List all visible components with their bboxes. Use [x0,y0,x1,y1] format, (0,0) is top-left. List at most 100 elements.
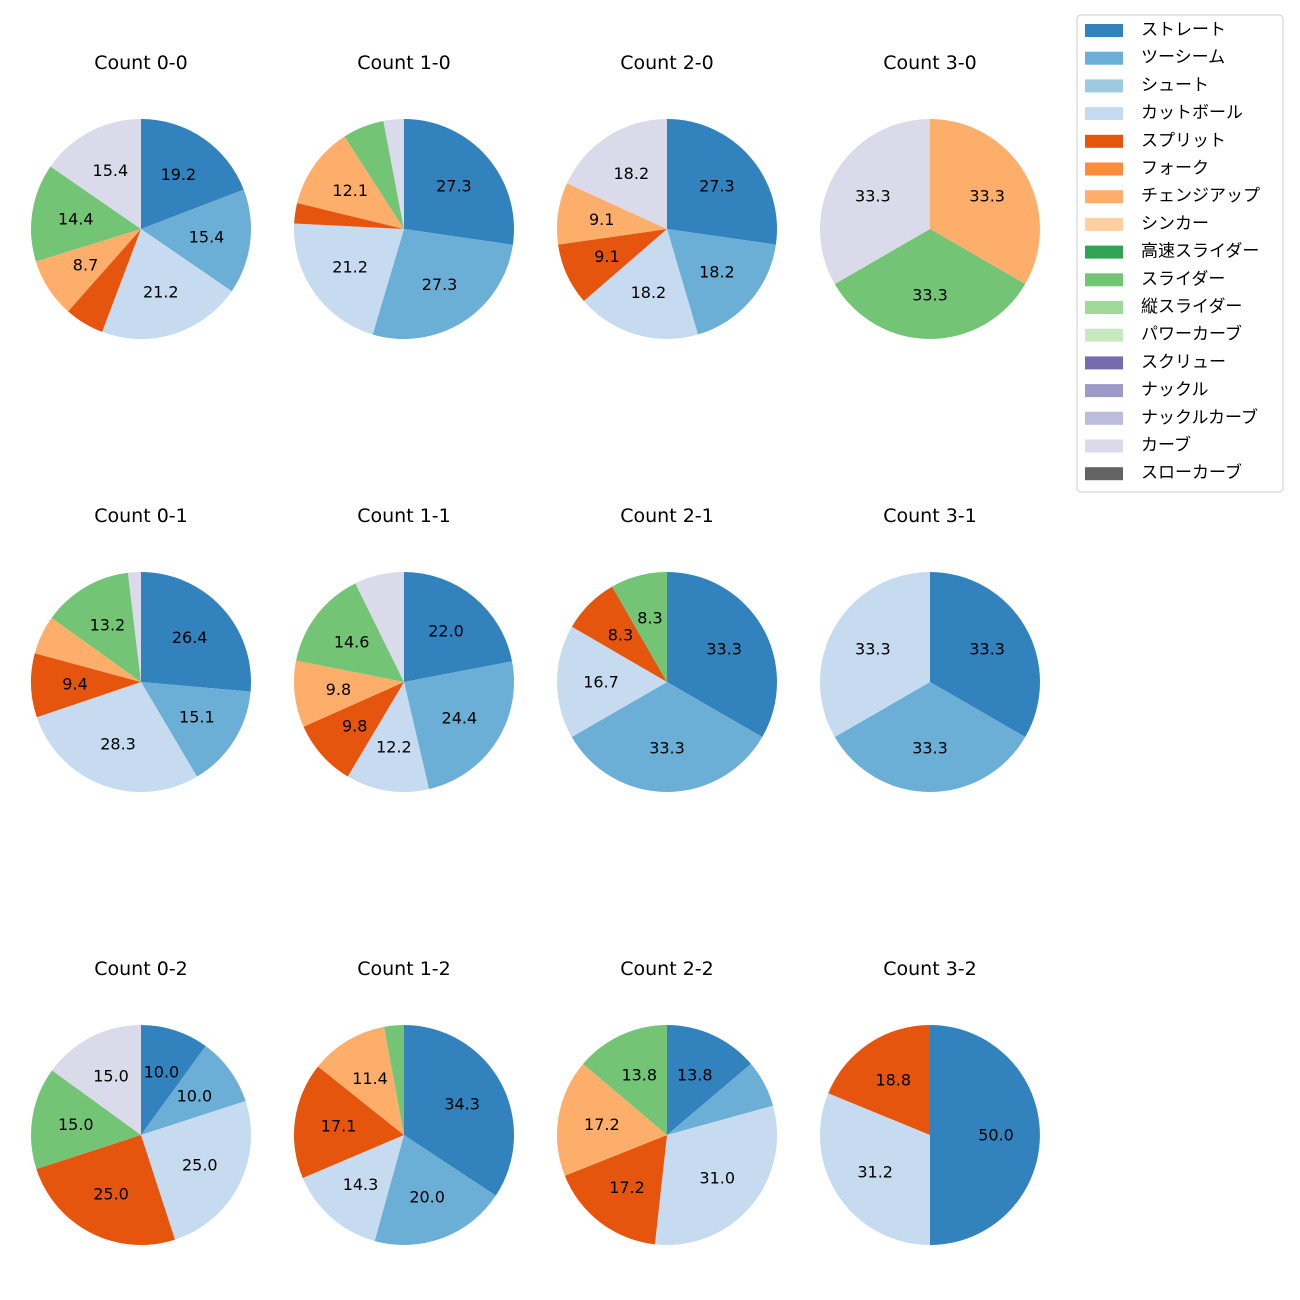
legend-item: 縦スライダー [1085,297,1242,317]
legend-swatch [1085,217,1123,231]
pie-slice [556,1063,667,1176]
pie-slice [384,1025,404,1135]
legend-label: カットボール [1141,103,1243,123]
slice-value-label: 18.8 [875,1071,911,1090]
slice-value-label: 19.2 [161,165,197,184]
legend-swatch [1085,273,1123,287]
legend-label: ストレート [1141,20,1226,40]
pie-count-2-2: Count 2-2 13.8 31.0 17.2 17.2 13.8 [556,958,778,1245]
pie-slice [127,572,141,682]
legend-item: 高速スライダー [1085,242,1259,262]
pie-slice [296,583,404,682]
legend-swatch [1085,162,1123,176]
legend-label: ナックル [1141,380,1209,400]
slice-value-label: 9.8 [342,716,367,735]
pie-slice [344,120,404,229]
chart-title: Count 2-0 [620,52,714,74]
chart-title: Count 1-1 [357,505,451,527]
pie-count-3-2: Count 3-2 50.0 31.2 18.8 [819,958,1040,1245]
pie-slice [355,572,404,682]
chart-title: Count 0-1 [94,505,188,527]
slice-value-label: 8.3 [637,609,662,628]
pie-count-1-0: Count 1-0 27.3 27.3 21.2 12.1 [294,52,514,340]
pie-slice [50,118,141,229]
legend-item: パワーカーブ [1085,324,1242,345]
slice-value-label: 10.0 [144,1063,180,1082]
slice-value-label: 15.4 [189,227,225,246]
pie-slice [31,653,141,718]
legend-swatch [1085,24,1123,37]
slice-value-label: 14.3 [343,1175,379,1194]
legend-label: カーブ [1141,435,1191,456]
slice-value-label: 9.8 [326,680,351,699]
slice-value-label: 25.0 [182,1155,218,1174]
slice-value-label: 17.1 [321,1117,357,1136]
legend-label: チェンジアップ [1141,186,1260,206]
slice-value-label: 12.1 [332,181,368,200]
slice-value-label: 21.2 [143,282,179,301]
legend-label: シンカー [1141,214,1209,234]
pie-slice [557,183,667,245]
pie-slice [667,1025,751,1135]
legend-item: スクリュー [1085,352,1226,372]
slice-value-label: 13.8 [621,1066,657,1085]
pie-slice [293,1066,404,1179]
slice-value-label: 33.3 [706,640,742,659]
slice-value-label: 25.0 [93,1184,129,1203]
legend-item: スプリット [1085,131,1226,151]
pie-slice [583,1025,667,1135]
slice-value-label: 15.1 [179,708,215,727]
pie-slice [557,626,667,737]
pie-slice [404,119,514,245]
pie-slice [30,166,142,262]
pie-slice [293,660,404,727]
legend: ストレートツーシームシュートカットボールスプリットフォークチェンジアップシンカー… [1076,14,1284,493]
pie-slice [372,229,513,340]
pie-slice [141,572,251,692]
legend-swatch [1085,134,1123,148]
slice-value-label: 15.4 [93,161,129,180]
pie-slice [667,119,777,245]
pie-slice [141,1101,252,1240]
chart-title: Count 1-0 [357,52,451,74]
pie-slice [564,1135,667,1245]
pie-slice [30,1070,141,1169]
legend-swatch [1085,79,1123,93]
slice-value-label: 11.4 [352,1069,388,1088]
chart-title: Count 3-0 [883,52,977,74]
pie-slice [834,682,1026,792]
pie-slice [820,119,930,284]
slice-value-label: 22.0 [428,622,464,641]
pie-count-3-1: Count 3-1 33.3 33.3 33.3 [820,505,1040,792]
slice-value-label: 12.2 [376,738,412,757]
slice-value-label: 8.7 [73,255,98,274]
pie-count-2-0: Count 2-0 27.3 18.2 18.2 9.1 9.1 18.2 [557,52,777,339]
slice-value-label: 33.3 [912,286,948,305]
pie-count-1-2: Count 1-2 34.3 20.0 14.3 17.1 11.4 [293,958,515,1246]
pie-count-2-1: Count 2-1 33.3 33.3 16.7 8.38.3 [557,505,777,792]
pie-slice [612,572,667,682]
chart-title: Count 2-1 [620,505,714,527]
slice-value-label: 26.4 [172,628,208,647]
slice-value-label: 20.0 [409,1187,445,1206]
pie-slice [302,1135,404,1242]
slice-value-label: 9.1 [594,247,619,266]
slice-value-label: 14.4 [58,209,94,228]
pie-slice [404,661,514,790]
pie-slice [294,202,404,229]
pie-slice [404,1025,515,1196]
chart-title: Count 0-2 [94,958,188,980]
pie-slice [374,1135,496,1246]
slice-value-label: 33.3 [969,640,1005,659]
pie-count-0-2: Count 0-2 10.0 10.0 25.0 25.0 15.0 15.0 [30,958,252,1246]
charts-layer: Count 0-0 19.2 15.4 21.2 8.7 14.4 15.4 Count 1-… [30,52,1040,1246]
chart-title: Count 0-0 [94,52,188,74]
legend-swatch [1085,384,1123,398]
pie-slice [294,223,404,335]
slice-value-label: 10.0 [177,1087,213,1106]
slice-value-label: 13.8 [677,1066,713,1085]
legend-label: スクリュー [1141,352,1226,372]
slice-value-label: 9.4 [62,675,87,694]
legend-swatch [1085,467,1123,481]
